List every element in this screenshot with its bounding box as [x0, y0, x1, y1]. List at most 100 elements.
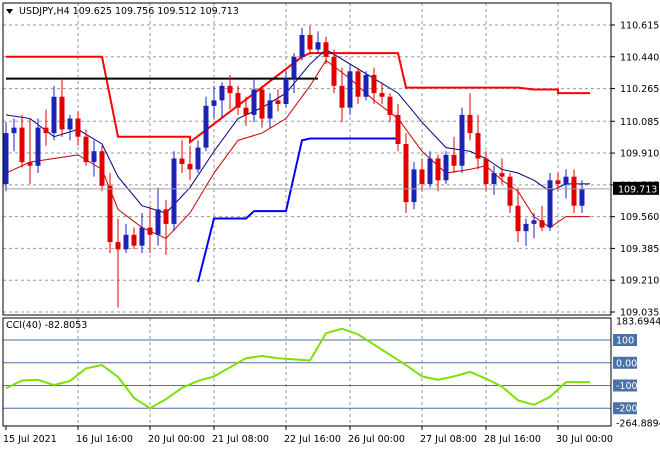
candle-body — [123, 234, 129, 250]
candle-body — [443, 154, 449, 181]
candle-body — [75, 118, 81, 137]
x-axis-tick-label: 22 Jul 16:00 — [284, 434, 341, 445]
candle-body — [315, 42, 321, 50]
candle-body — [339, 85, 345, 108]
candle-body — [291, 56, 297, 79]
candle-body — [219, 85, 225, 101]
cci-y-axis-label: -264.8894 — [616, 419, 660, 430]
candle-body — [259, 89, 265, 119]
candle-body — [283, 78, 289, 105]
x-axis-tick-label: 30 Jul 00:00 — [556, 434, 613, 445]
y-axis-tick-label: 110.615 — [620, 20, 659, 31]
candle-body — [539, 220, 545, 228]
candle-body — [131, 234, 137, 246]
cci-y-axis-label: -200 — [616, 404, 638, 415]
candle-body — [91, 151, 97, 163]
x-axis-tick-label: 27 Jul 08:00 — [420, 434, 477, 445]
x-axis-tick-label: 26 Jul 00:00 — [348, 434, 405, 445]
cci-level-badge — [613, 334, 637, 347]
candle-body — [387, 96, 393, 115]
candle-body — [171, 158, 177, 224]
candle-body — [459, 114, 465, 166]
x-axis-tick-label: 15 Jul 2021 — [3, 434, 57, 445]
candle-body — [203, 105, 209, 148]
candle-body — [227, 85, 233, 94]
candle-body — [363, 74, 369, 97]
candle-body — [179, 158, 185, 164]
candle-body — [235, 93, 241, 108]
y-axis-tick-label: 109.035 — [620, 308, 659, 319]
candle-body — [275, 100, 281, 105]
candle-body — [43, 127, 49, 134]
candle-body — [139, 227, 145, 246]
candle-body — [579, 189, 585, 206]
candle-body — [467, 114, 473, 134]
cci-level-badge — [613, 356, 637, 369]
candle-body — [419, 169, 425, 184]
main-pane-frame — [2, 2, 612, 316]
candle-body — [523, 223, 529, 232]
main-chart-title: USDJPY,H4 109.625 109.756 109.512 109.71… — [19, 6, 239, 17]
current-price-label: 109.713 — [618, 184, 657, 195]
candle-body — [475, 133, 481, 159]
candle-body — [299, 34, 305, 57]
candle-body — [379, 93, 385, 97]
candle-body — [571, 176, 577, 206]
candle-body — [107, 185, 113, 243]
candle-body — [3, 133, 9, 184]
candle-body — [451, 154, 457, 166]
candle-body — [11, 127, 17, 134]
y-axis-tick-label: 109.560 — [620, 212, 659, 223]
candle-body — [483, 158, 489, 184]
cci-y-axis-label: 0.00 — [616, 358, 637, 369]
candle-body — [115, 242, 121, 250]
candle-body — [427, 158, 433, 184]
chart-title-triangle-icon — [6, 9, 13, 14]
candle-body — [499, 173, 505, 177]
overlay-line-0 — [6, 52, 590, 145]
candle-body — [83, 136, 89, 163]
y-axis-tick-label: 110.085 — [620, 117, 659, 128]
cci-line — [5, 327, 590, 410]
candle-body — [371, 74, 377, 94]
candle-body — [491, 173, 497, 184]
candle-body — [51, 96, 57, 134]
candle-body — [195, 147, 201, 170]
x-axis-tick-label: 16 Jul 16:00 — [76, 434, 133, 445]
candle-body — [515, 205, 521, 232]
candle-body — [331, 56, 337, 86]
cci-y-axis-label: 183.6944 — [616, 317, 660, 328]
candle-body — [251, 89, 257, 115]
candle-body — [35, 127, 41, 166]
candle-body — [99, 151, 105, 186]
x-axis-tick-label: 20 Jul 00:00 — [148, 434, 205, 445]
candle-body — [211, 100, 217, 106]
candle-body — [563, 176, 569, 184]
candle-body — [323, 42, 329, 57]
candle-body — [307, 34, 313, 50]
candle-body — [155, 209, 161, 235]
candle-body — [507, 176, 513, 206]
y-axis-tick-label: 110.265 — [620, 84, 659, 95]
candle-body — [411, 169, 417, 203]
x-axis-tick-label: 28 Jul 16:00 — [484, 434, 541, 445]
candle-body — [435, 158, 441, 181]
y-axis-tick-label: 110.440 — [620, 52, 659, 63]
candle-body — [555, 180, 561, 184]
candle-body — [187, 163, 193, 170]
cci-pane-frame — [2, 317, 612, 427]
y-axis-tick-label: 109.910 — [620, 149, 659, 160]
current-price-badge — [613, 181, 659, 195]
candle-body — [59, 96, 65, 130]
candle-body — [147, 227, 153, 235]
candle-body — [355, 71, 361, 97]
overlay-line-3 — [5, 48, 590, 214]
candle-body — [163, 209, 169, 224]
cci-level-badge — [613, 379, 637, 392]
candle-body — [403, 143, 409, 203]
candle-body — [267, 100, 273, 119]
candle-body — [19, 127, 25, 163]
x-axis-tick-label: 21 Jul 08:00 — [212, 434, 269, 445]
candle-body — [395, 114, 401, 144]
